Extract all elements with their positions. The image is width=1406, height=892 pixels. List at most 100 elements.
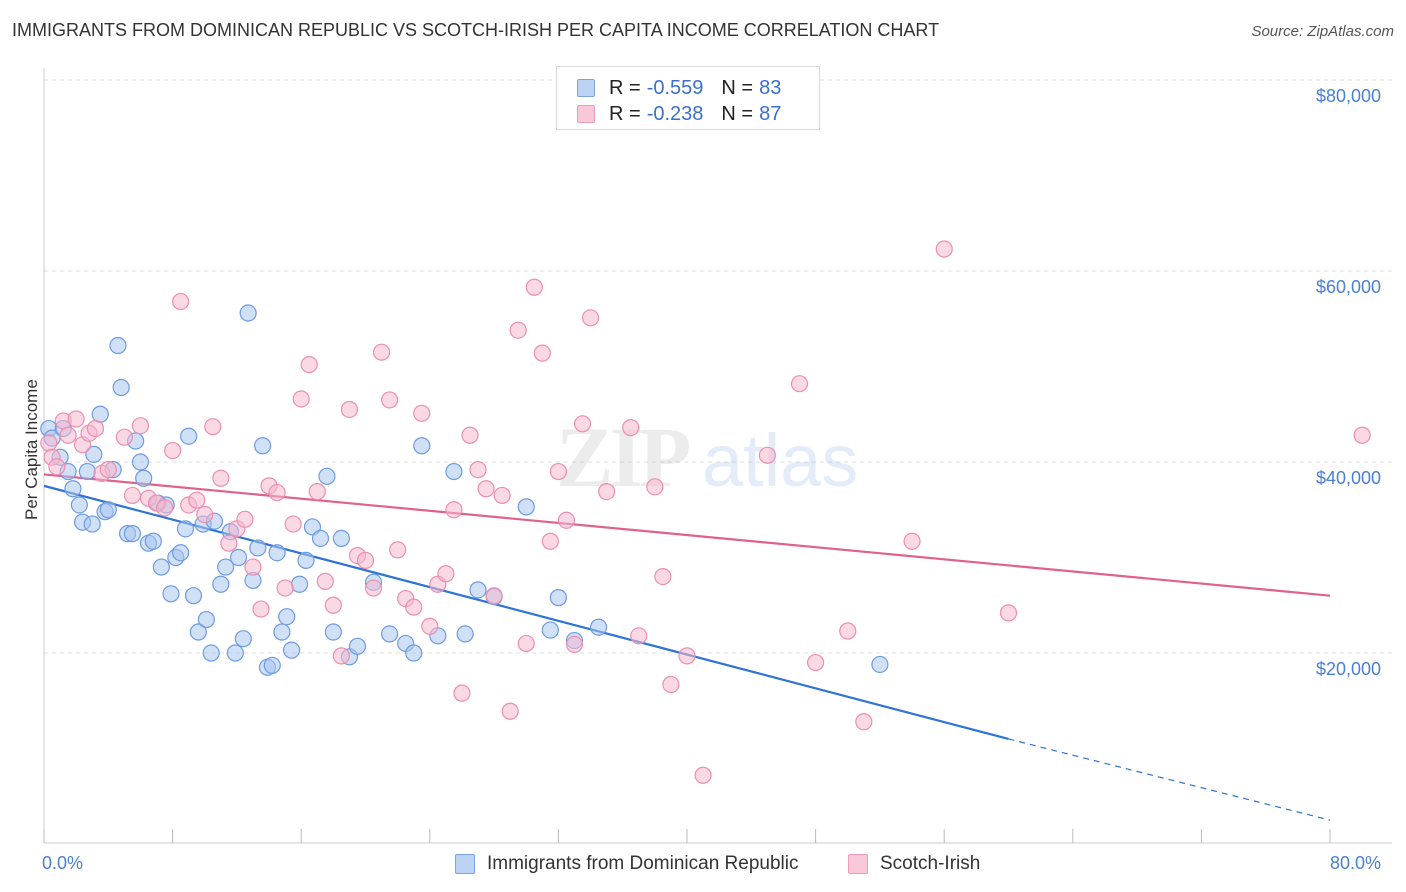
- point-dominican: [311, 529, 330, 548]
- point-dominican: [456, 625, 474, 643]
- point-scotch-irish: [485, 587, 503, 605]
- point-dominican: [217, 558, 235, 576]
- point-dominican: [135, 469, 153, 487]
- chart-title: IMMIGRANTS FROM DOMINICAN REPUBLIC VS SC…: [12, 20, 940, 40]
- data-points: [40, 240, 1371, 784]
- point-scotch-irish: [525, 278, 543, 296]
- point-scotch-irish: [662, 675, 680, 694]
- legend-item-scotch-irish[interactable]: Scotch-Irish: [848, 853, 980, 875]
- point-scotch-irish: [855, 713, 873, 731]
- y-axis-label: Per Capita Income: [22, 379, 41, 520]
- point-scotch-irish: [212, 469, 230, 487]
- point-scotch-irish: [268, 483, 286, 502]
- blue-swatch: [577, 79, 595, 97]
- point-dominican: [197, 610, 215, 629]
- point-scotch-irish: [598, 483, 616, 501]
- point-scotch-irish: [533, 344, 551, 362]
- point-dominican: [123, 525, 142, 543]
- legend-label: Scotch-Irish: [880, 853, 981, 874]
- y-tick-80000: $80,000: [1316, 86, 1382, 106]
- point-scotch-irish: [581, 309, 600, 327]
- point-dominican: [172, 544, 190, 562]
- point-dominican: [83, 515, 101, 533]
- legend-item-dominican[interactable]: Immigrants from Dominican Republic: [455, 853, 799, 875]
- point-scotch-irish: [131, 417, 150, 435]
- point-dominican: [297, 551, 315, 569]
- point-dominican: [324, 623, 342, 641]
- point-scotch-irish: [678, 647, 696, 665]
- point-scotch-irish: [284, 515, 302, 533]
- point-scotch-irish: [99, 461, 117, 479]
- point-scotch-irish: [654, 567, 672, 586]
- point-scotch-irish: [421, 617, 439, 635]
- point-scotch-irish: [389, 541, 407, 559]
- point-scotch-irish: [172, 292, 190, 311]
- point-scotch-irish: [155, 499, 174, 517]
- point-scotch-irish: [935, 240, 953, 258]
- point-scotch-irish: [276, 579, 294, 597]
- point-scotch-irish: [59, 426, 77, 444]
- source-credit: Source: ZipAtlas.com: [1251, 23, 1394, 40]
- point-dominican: [239, 304, 257, 322]
- point-scotch-irish: [493, 486, 511, 505]
- point-dominican: [589, 618, 608, 636]
- point-scotch-irish: [332, 647, 350, 665]
- point-scotch-irish: [806, 653, 825, 672]
- point-scotch-irish: [123, 486, 142, 505]
- point-dominican: [112, 378, 130, 397]
- point-scotch-irish: [413, 404, 431, 422]
- n-value: 83: [759, 76, 782, 99]
- point-scotch-irish: [308, 483, 326, 501]
- point-scotch-irish: [453, 684, 471, 702]
- point-dominican: [184, 587, 203, 605]
- point-dominican: [445, 462, 463, 481]
- point-scotch-irish: [630, 627, 648, 645]
- point-dominican: [290, 575, 309, 593]
- point-scotch-irish: [196, 505, 214, 524]
- y-tick-60000: $60,000: [1316, 277, 1382, 297]
- point-scotch-irish: [903, 532, 921, 550]
- point-scotch-irish: [790, 375, 809, 393]
- point-dominican: [273, 623, 291, 641]
- point-dominican: [381, 625, 399, 643]
- point-dominican: [413, 437, 431, 455]
- point-scotch-irish: [541, 532, 559, 550]
- point-scotch-irish: [188, 491, 206, 509]
- n-value: 87: [759, 102, 782, 125]
- point-dominican: [268, 544, 286, 562]
- point-scotch-irish: [115, 428, 133, 446]
- point-dominican: [212, 575, 230, 593]
- point-scotch-irish: [501, 702, 519, 720]
- point-dominican: [189, 623, 207, 641]
- point-scotch-irish: [48, 458, 66, 476]
- point-dominican: [332, 529, 350, 548]
- point-scotch-irish: [244, 558, 262, 576]
- point-dominican: [469, 581, 487, 599]
- point-scotch-irish: [469, 461, 487, 479]
- point-scotch-irish: [461, 426, 479, 444]
- point-scotch-irish: [220, 534, 238, 552]
- point-scotch-irish: [839, 622, 857, 640]
- stats-row-pink: R = -0.238 N = 87: [577, 102, 781, 126]
- point-scotch-irish: [573, 415, 592, 433]
- point-scotch-irish: [1353, 426, 1371, 444]
- point-dominican: [541, 621, 559, 639]
- point-dominican: [871, 655, 889, 674]
- point-dominican: [549, 589, 568, 607]
- trendline-scotch-irish: [43, 473, 1331, 597]
- point-dominican: [263, 656, 281, 675]
- point-dominican: [234, 630, 252, 648]
- y-tick-20000: $20,000: [1316, 659, 1382, 679]
- point-dominican: [180, 427, 198, 445]
- pink-swatch: [848, 854, 868, 874]
- x-max-label: 80.0%: [1330, 853, 1382, 873]
- point-dominican: [91, 405, 109, 423]
- point-scotch-irish: [758, 446, 776, 464]
- point-dominican: [109, 336, 127, 355]
- legend-label: Immigrants from Dominican Republic: [487, 853, 799, 874]
- stats-legend: R = -0.559 N = 83 R = -0.238 N = 87: [556, 66, 820, 130]
- point-scotch-irish: [437, 565, 455, 583]
- n-label: N =: [721, 102, 754, 125]
- point-dominican: [229, 548, 248, 567]
